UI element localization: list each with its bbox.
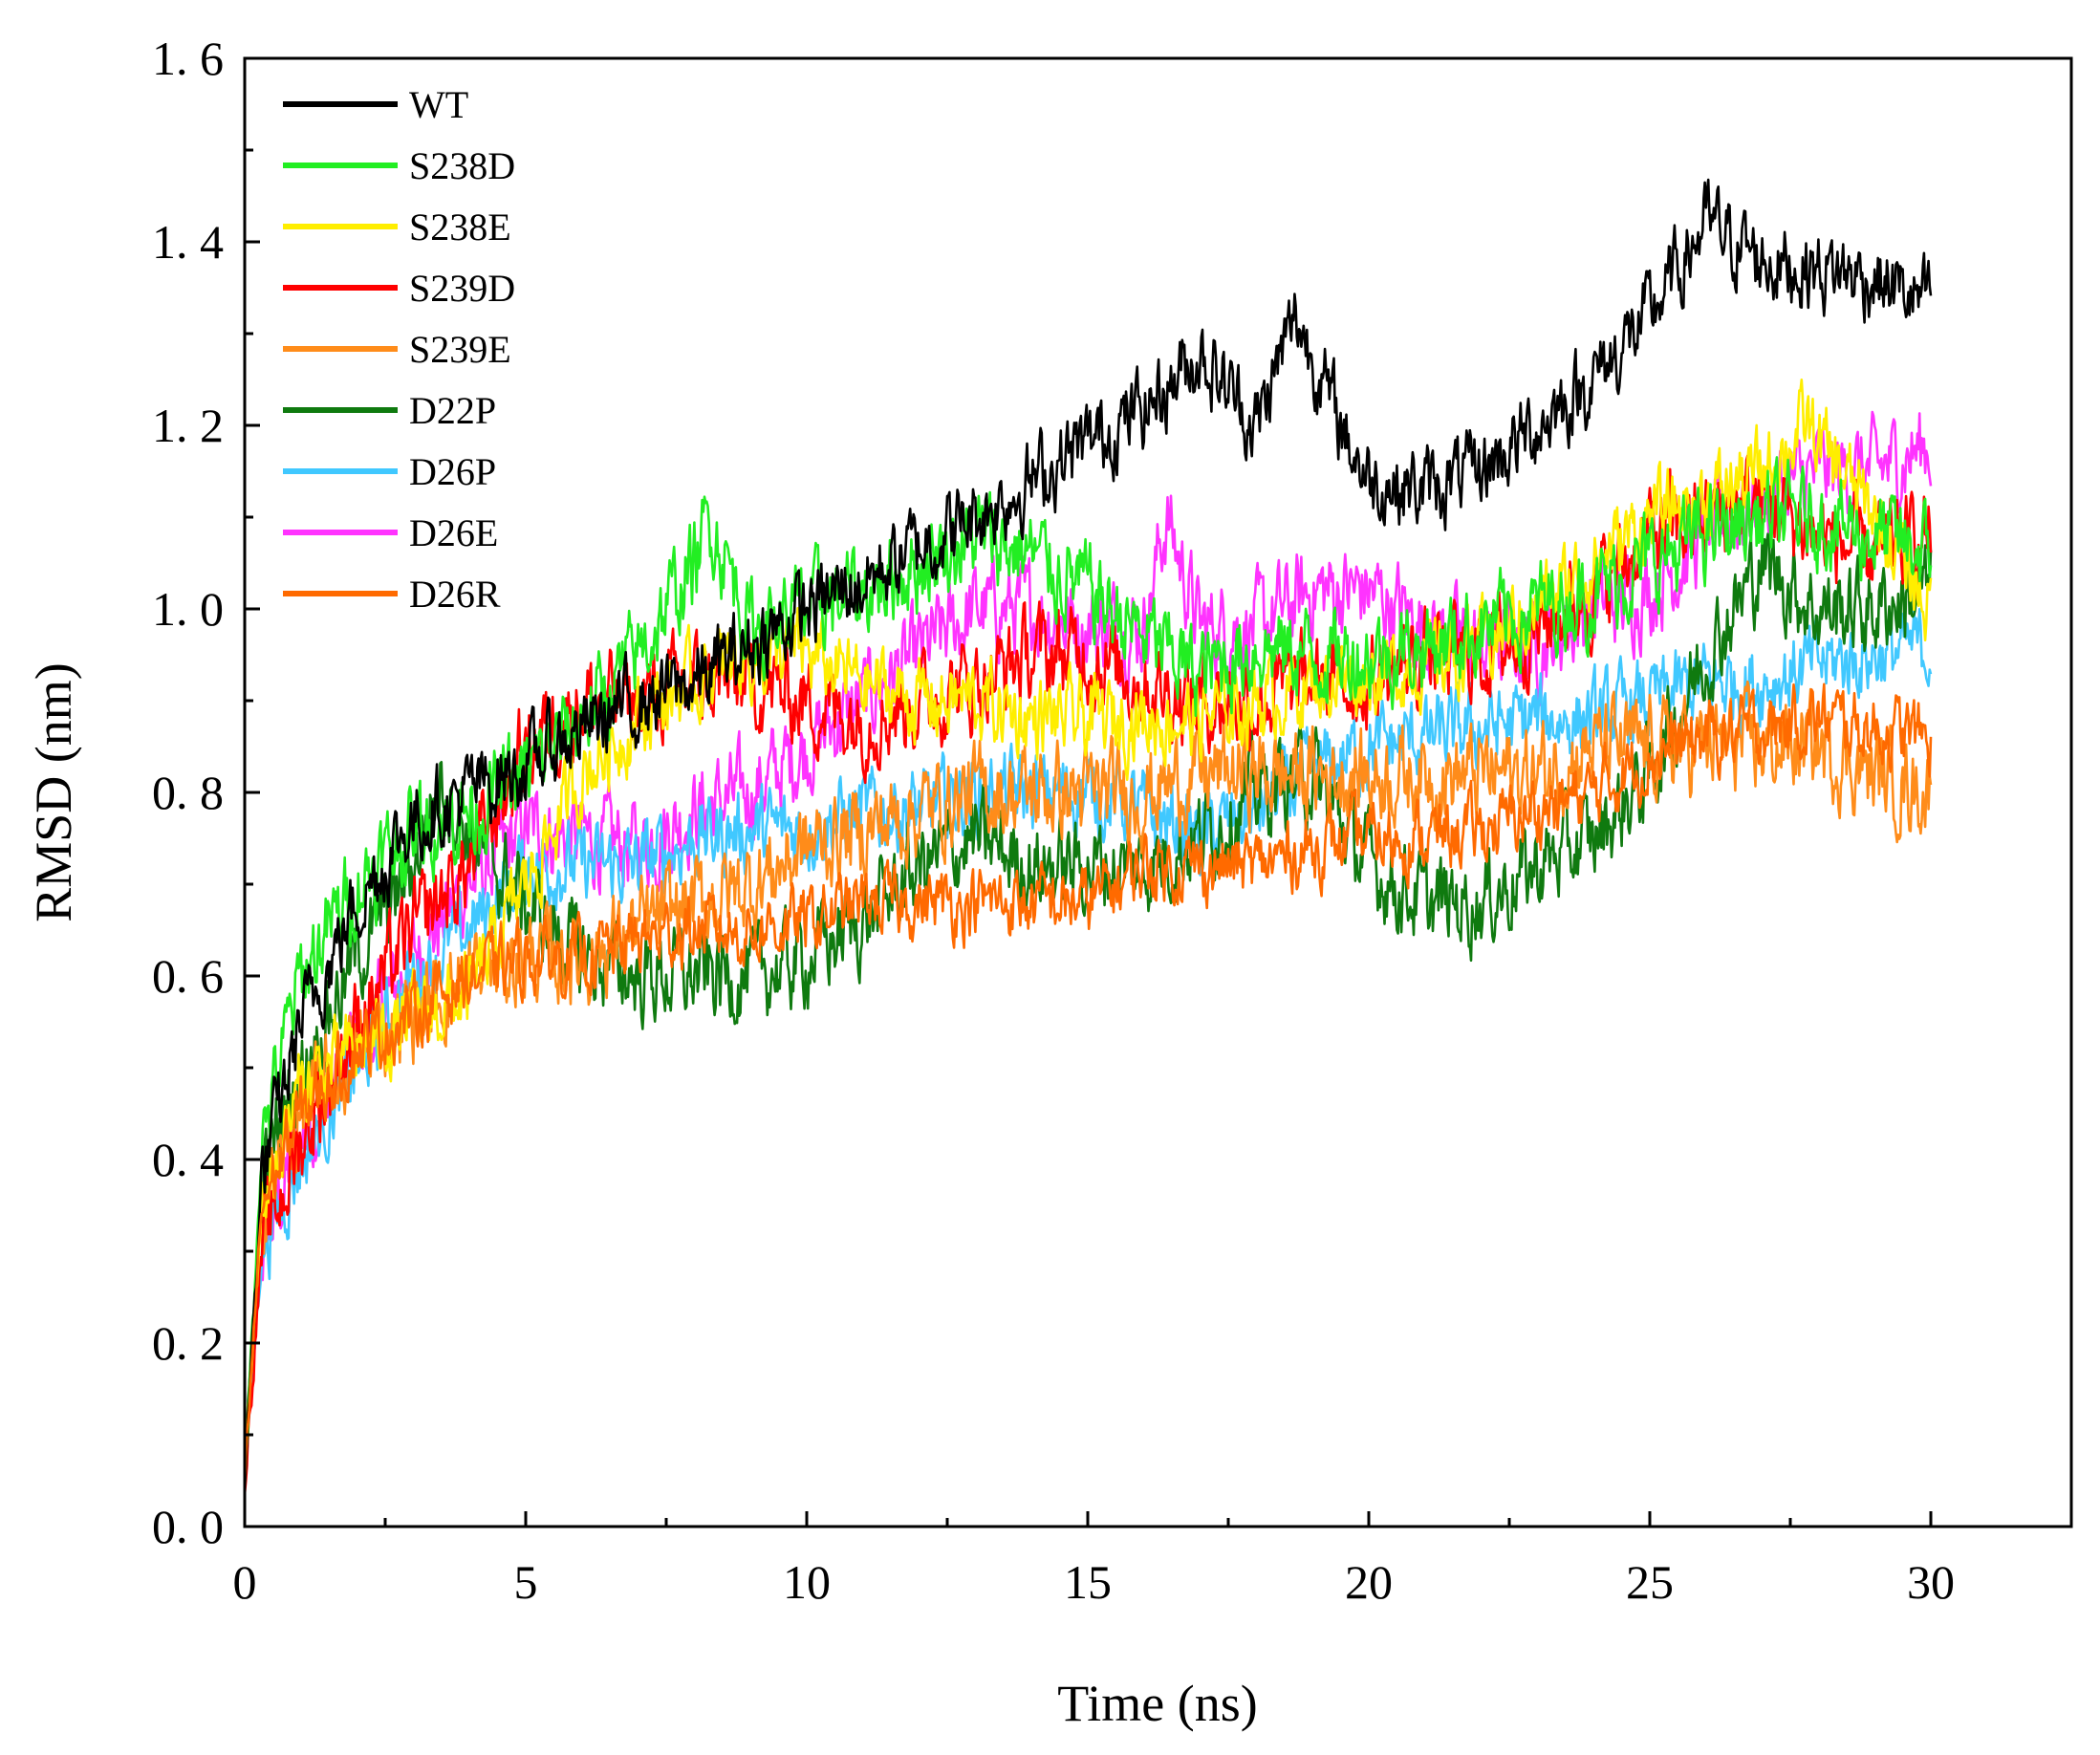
legend-label: S238E (409, 206, 511, 249)
axes-layer: 0 5 10 15 20 25 30 0. 0 0. 2 0. 4 0. 6 0. 8 1. 0 1. 2… (152, 32, 1955, 1609)
x-tick-label: 10 (783, 1555, 831, 1609)
x-tick-label: 15 (1064, 1555, 1112, 1609)
y-tick-label: 0. 4 (152, 1133, 224, 1186)
x-tick-label: 0 (233, 1555, 257, 1609)
y-tick-label: 1. 2 (152, 399, 224, 452)
legend-label: WT (409, 83, 468, 126)
y-tick-label: 0. 2 (152, 1316, 224, 1370)
x-tick-label: 30 (1907, 1555, 1955, 1609)
legend-label: D22P (409, 389, 496, 432)
series-line-s238e (243, 379, 1933, 1490)
legend-label: D26E (409, 511, 498, 554)
legend: WT S238D S238E S239D S239E D22P D26P D26E D26R (283, 83, 515, 616)
legend-label: D26P (409, 450, 496, 493)
series-line-d26e (243, 410, 1933, 1477)
legend-label: S239E (409, 328, 511, 371)
x-axis-title: Time (ns) (1057, 1675, 1258, 1732)
series-line-s239e (243, 680, 1933, 1480)
series-layer (243, 178, 1933, 1495)
legend-label: D26R (409, 573, 501, 616)
x-tick-label: 25 (1626, 1555, 1674, 1609)
y-tick-label: 1. 4 (152, 215, 224, 269)
series-line-s239d (243, 454, 1933, 1495)
y-tick-label: 0. 8 (152, 766, 224, 819)
series-line-wt (243, 178, 1933, 1490)
x-tick-label: 20 (1345, 1555, 1393, 1609)
y-tick-label: 0. 6 (152, 949, 224, 1003)
y-axis-title: RMSD (nm) (25, 662, 82, 922)
legend-label: S239D (409, 267, 515, 310)
series-line-d26r (243, 682, 1933, 1485)
x-tick-label: 5 (514, 1555, 538, 1609)
y-tick-label: 1. 6 (152, 32, 224, 85)
y-tick-label: 0. 0 (152, 1500, 224, 1553)
y-tick-label: 1. 0 (152, 582, 224, 636)
legend-label: S238D (409, 144, 515, 187)
series-line-d22p (243, 532, 1933, 1487)
